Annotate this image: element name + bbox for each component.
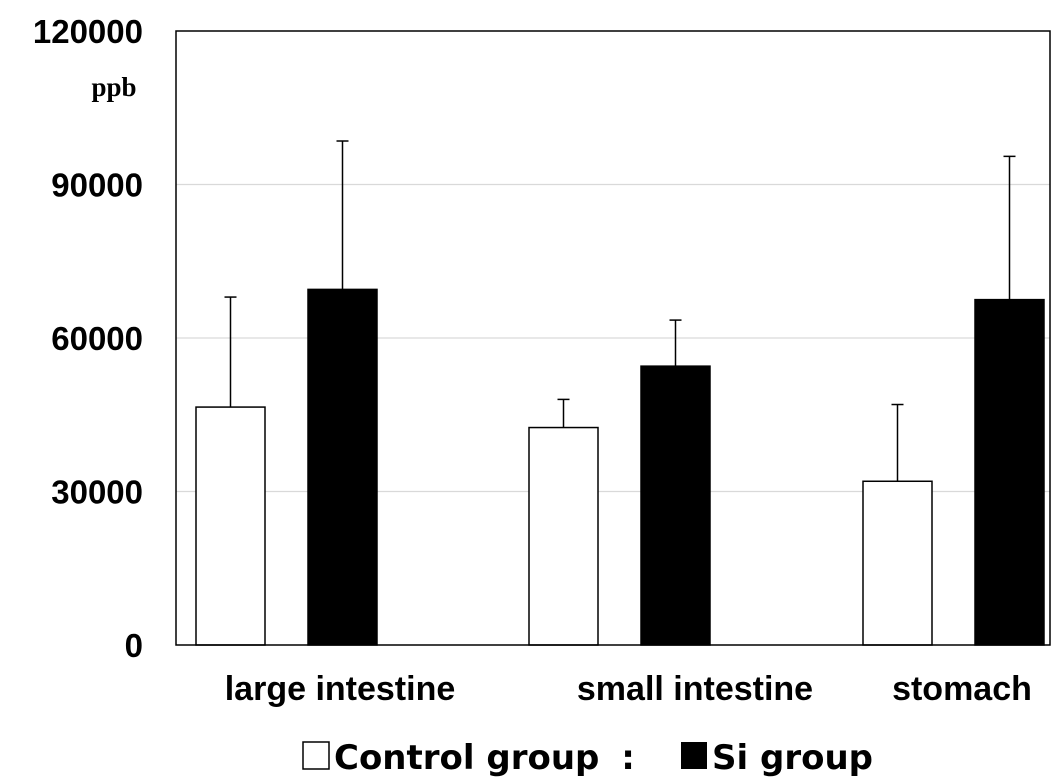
bar-control	[195, 406, 266, 646]
y-tick-label: 30000	[51, 474, 143, 511]
bar-control	[862, 480, 933, 646]
y-axis-tick-labels: 0 30000 60000 90000 120000	[33, 13, 143, 664]
bars	[195, 288, 1045, 646]
legend-label-si: Si group	[712, 738, 873, 777]
x-category-label: stomach	[892, 670, 1032, 708]
bar-si	[640, 365, 711, 646]
error-bars	[224, 140, 1016, 482]
legend-label-control: Control group	[334, 738, 599, 777]
legend-swatch-control	[302, 741, 330, 770]
x-category-label: small intestine	[577, 670, 813, 708]
bar-si	[974, 298, 1045, 646]
plot-area-frame	[175, 30, 1051, 646]
y-tick-label: 120000	[33, 13, 143, 50]
legend-separator: :	[621, 738, 635, 777]
y-axis-unit-label: ppb	[91, 72, 136, 102]
x-axis-category-labels: large intestine small intestine stomach	[225, 670, 1032, 708]
bar-control	[528, 426, 599, 646]
y-tick-label: 0	[125, 627, 143, 664]
x-category-label: large intestine	[225, 670, 456, 708]
legend: Control group : Si group	[302, 738, 873, 777]
legend-swatch-si	[681, 742, 707, 769]
bar-si	[307, 288, 378, 646]
y-tick-label: 60000	[51, 320, 143, 357]
y-tick-label: 90000	[51, 167, 143, 204]
gridlines	[176, 183, 1050, 493]
